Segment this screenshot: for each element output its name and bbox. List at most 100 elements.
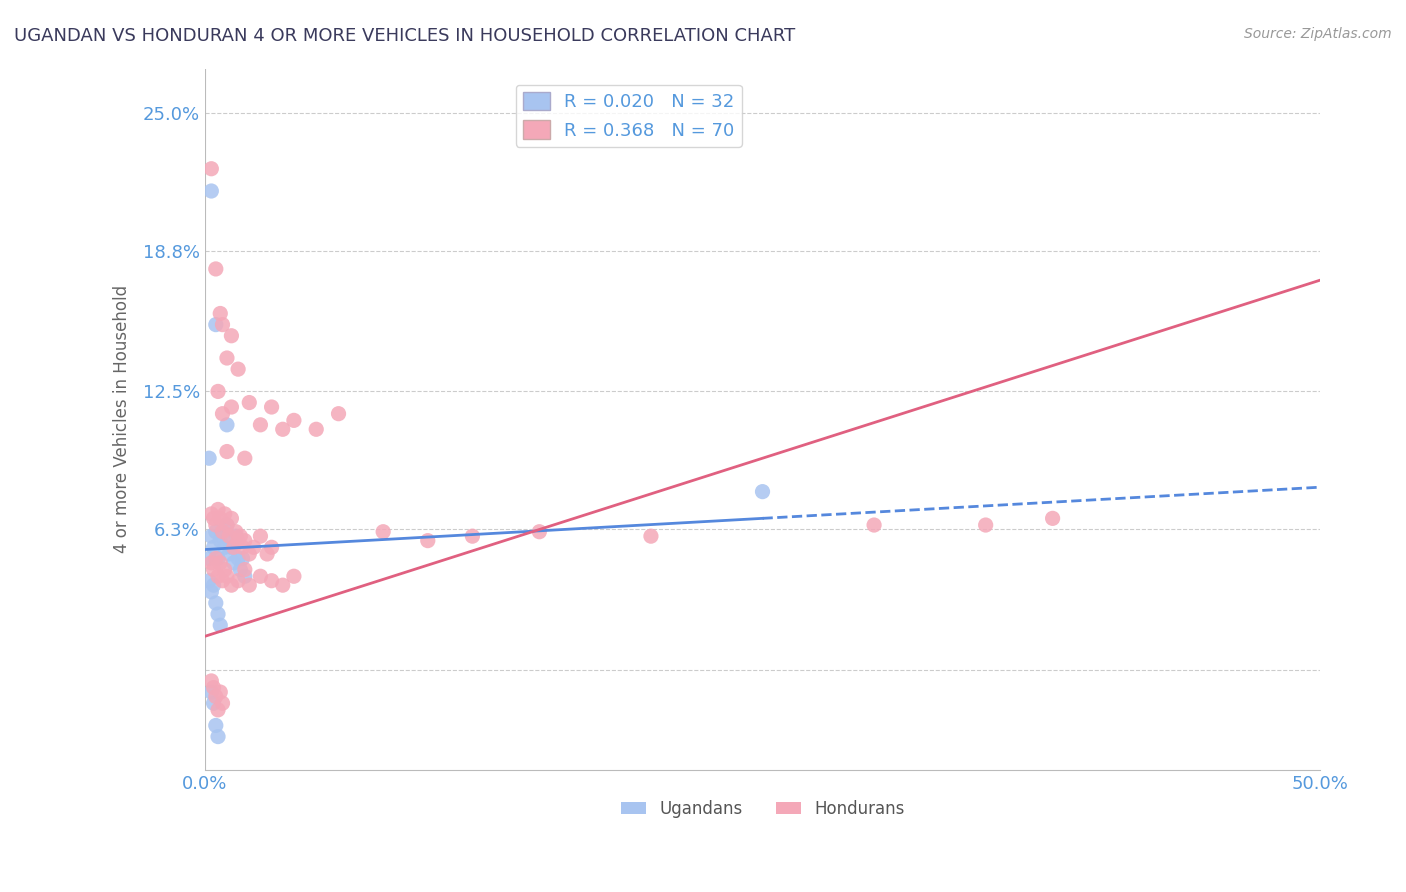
Point	[328, 407, 350, 421]
Point	[242, 541, 264, 555]
Point	[202, 681, 225, 695]
Point	[209, 511, 232, 525]
Point	[218, 547, 240, 561]
Point	[211, 524, 233, 539]
Point	[238, 395, 260, 409]
Point	[229, 563, 252, 577]
Point	[204, 551, 226, 566]
Point	[233, 451, 256, 466]
Point	[215, 444, 238, 458]
Point	[209, 685, 232, 699]
Point	[214, 541, 236, 555]
Point	[202, 541, 225, 555]
Point	[204, 318, 226, 332]
Point	[260, 400, 283, 414]
Point	[225, 524, 247, 539]
Point	[225, 529, 247, 543]
Point	[204, 690, 226, 704]
Point	[233, 563, 256, 577]
Point	[222, 556, 245, 570]
Point	[207, 607, 229, 621]
Point	[215, 569, 238, 583]
Point	[214, 563, 236, 577]
Point	[204, 596, 226, 610]
Point	[283, 569, 305, 583]
Point	[211, 529, 233, 543]
Point	[751, 484, 773, 499]
Point	[226, 551, 249, 566]
Point	[218, 529, 240, 543]
Point	[233, 533, 256, 548]
Point	[974, 518, 997, 533]
Point	[215, 417, 238, 432]
Point	[209, 533, 232, 548]
Legend: Ugandans, Hondurans: Ugandans, Hondurans	[614, 794, 911, 825]
Point	[202, 563, 225, 577]
Text: UGANDAN VS HONDURAN 4 OR MORE VEHICLES IN HOUSEHOLD CORRELATION CHART: UGANDAN VS HONDURAN 4 OR MORE VEHICLES I…	[14, 27, 796, 45]
Point	[863, 518, 886, 533]
Point	[200, 556, 222, 570]
Point	[204, 718, 226, 732]
Point	[221, 578, 243, 592]
Point	[226, 574, 249, 588]
Text: Source: ZipAtlas.com: Source: ZipAtlas.com	[1244, 27, 1392, 41]
Point	[200, 585, 222, 599]
Point	[211, 574, 233, 588]
Point	[202, 511, 225, 525]
Point	[198, 574, 221, 588]
Point	[200, 161, 222, 176]
Point	[209, 556, 232, 570]
Point	[200, 673, 222, 688]
Point	[271, 422, 294, 436]
Point	[207, 384, 229, 399]
Point	[461, 529, 484, 543]
Point	[256, 547, 278, 561]
Point	[221, 400, 243, 414]
Point	[238, 547, 260, 561]
Point	[200, 507, 222, 521]
Point	[373, 524, 395, 539]
Point	[221, 328, 243, 343]
Point	[226, 533, 249, 548]
Point	[249, 569, 271, 583]
Point	[200, 529, 222, 543]
Point	[211, 318, 233, 332]
Point	[1042, 511, 1064, 525]
Point	[204, 518, 226, 533]
Point	[283, 413, 305, 427]
Point	[202, 578, 225, 592]
Point	[198, 451, 221, 466]
Point	[226, 362, 249, 376]
Point	[232, 551, 254, 566]
Point	[200, 685, 222, 699]
Point	[209, 618, 232, 632]
Point	[215, 351, 238, 365]
Point	[260, 574, 283, 588]
Point	[221, 511, 243, 525]
Point	[211, 407, 233, 421]
Point	[221, 541, 243, 555]
Point	[215, 518, 238, 533]
Point	[207, 502, 229, 516]
Point	[207, 569, 229, 583]
Point	[529, 524, 551, 539]
Point	[229, 529, 252, 543]
Point	[215, 518, 238, 533]
Point	[249, 417, 271, 432]
Point	[207, 551, 229, 566]
Point	[207, 703, 229, 717]
Point	[204, 262, 226, 277]
Point	[233, 569, 256, 583]
Point	[260, 541, 283, 555]
Point	[238, 578, 260, 592]
Point	[209, 306, 232, 320]
Point	[305, 422, 328, 436]
Point	[416, 533, 439, 548]
Point	[200, 184, 222, 198]
Point	[249, 529, 271, 543]
Point	[214, 507, 236, 521]
Point	[204, 524, 226, 539]
Point	[198, 551, 221, 566]
Y-axis label: 4 or more Vehicles in Household: 4 or more Vehicles in Household	[114, 285, 131, 553]
Point	[207, 730, 229, 744]
